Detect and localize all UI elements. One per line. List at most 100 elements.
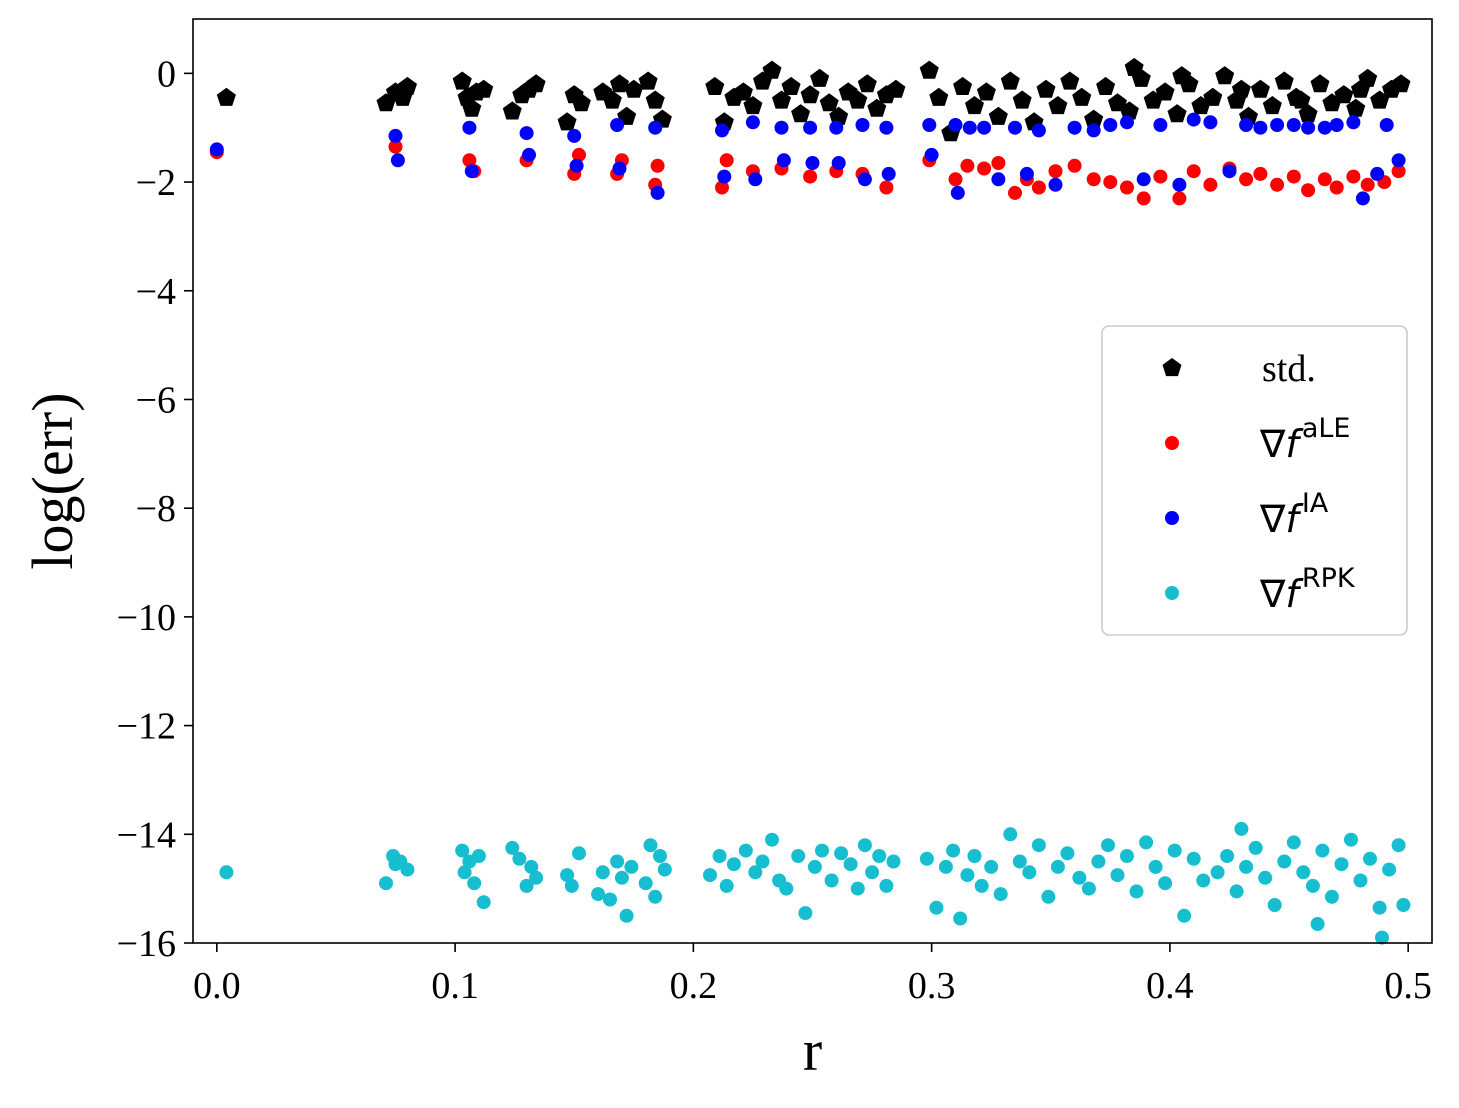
data-point: [857, 74, 877, 93]
legend-label: std.: [1262, 348, 1316, 390]
data-point: [1031, 123, 1046, 138]
data-point: [1103, 175, 1118, 190]
data-point: [1186, 112, 1201, 127]
data-point: [1167, 843, 1182, 858]
data-point: [476, 895, 491, 910]
data-point: [807, 859, 822, 874]
data-point: [1000, 71, 1020, 90]
legend-box: [1101, 325, 1408, 636]
data-point: [560, 868, 575, 883]
data-point: [1305, 878, 1320, 893]
data-point: [791, 849, 806, 863]
data-point: [519, 878, 534, 893]
data-point: [1081, 881, 1096, 896]
data-point: [1172, 191, 1187, 206]
y-tick-label: −16: [117, 923, 176, 965]
data-point: [216, 87, 236, 106]
data-point: [743, 96, 763, 115]
data-point: [831, 156, 846, 170]
data-point: [857, 172, 872, 187]
data-point: [779, 881, 794, 896]
data-point: [1177, 908, 1192, 923]
data-point: [572, 846, 586, 861]
data-point: [612, 161, 627, 176]
data-point: [1291, 90, 1311, 109]
data-point: [960, 868, 975, 883]
legend-marker: [1165, 511, 1179, 525]
data-point: [1050, 859, 1065, 874]
data-point: [950, 185, 965, 200]
data-point: [965, 96, 984, 115]
data-point: [474, 79, 494, 98]
data-point: [748, 172, 763, 187]
data-point: [1129, 884, 1144, 899]
data-point: [1060, 71, 1080, 90]
data-point: [991, 156, 1006, 170]
data-point: [1391, 74, 1411, 93]
data-point: [1229, 884, 1244, 899]
x-tick-label: 0.1: [431, 965, 479, 1007]
data-point: [929, 87, 949, 106]
y-tick-label: −2: [136, 162, 176, 204]
data-point: [1019, 166, 1034, 181]
data-point: [1301, 183, 1316, 198]
data-point: [948, 172, 963, 187]
data-point: [776, 153, 791, 168]
legend-entry: ∇f RPK: [1165, 563, 1356, 616]
data-point: [388, 128, 403, 143]
data-point: [1158, 876, 1173, 891]
data-point: [1222, 164, 1237, 179]
data-point: [1086, 123, 1101, 138]
data-point: [1139, 835, 1154, 850]
legend-entry: ∇f aLE: [1165, 413, 1350, 466]
data-point: [1317, 120, 1332, 135]
data-point: [855, 118, 870, 132]
data-point: [719, 153, 734, 168]
data-point: [388, 139, 403, 154]
data-point: [1031, 180, 1046, 195]
data-point: [834, 846, 849, 861]
data-point: [719, 878, 734, 893]
data-point: [1120, 180, 1134, 195]
data-point: [1239, 118, 1254, 132]
data-point: [991, 172, 1006, 187]
legend-entry: std.: [1162, 348, 1316, 390]
data-point: [1215, 66, 1235, 85]
data-point: [1103, 118, 1118, 132]
x-axis: 0.0 0.1 0.2 0.3 0.4 0.5: [193, 943, 1432, 1007]
data-point: [974, 878, 989, 893]
data-point: [1110, 868, 1125, 883]
data-point: [1012, 854, 1027, 869]
data-point: [1310, 917, 1325, 931]
data-point: [1022, 865, 1037, 880]
data-point: [1370, 90, 1390, 109]
data-point: [1153, 118, 1168, 132]
data-point: [524, 859, 539, 874]
data-point: [390, 153, 405, 168]
y-axis-title: log(err): [20, 392, 85, 569]
data-point: [452, 71, 472, 90]
data-point: [962, 120, 977, 135]
data-point: [529, 870, 544, 885]
x-axis-title: r: [803, 1018, 822, 1083]
y-tick-label: −14: [117, 814, 176, 856]
data-point: [717, 169, 732, 184]
data-point: [379, 876, 393, 891]
y-tick-label: −4: [136, 271, 176, 313]
data-point: [829, 106, 849, 125]
data-point: [505, 840, 520, 855]
data-point: [1301, 120, 1316, 135]
legend-label: ∇f RPK: [1259, 563, 1356, 616]
data-point: [1329, 180, 1344, 195]
data-point: [1084, 109, 1104, 128]
y-tick-label: −10: [117, 597, 176, 639]
data-point: [879, 878, 894, 893]
data-point: [774, 120, 789, 135]
data-point: [1091, 854, 1106, 869]
data-point: [1250, 79, 1270, 98]
plot-frame: [192, 18, 1433, 944]
data-point: [1239, 859, 1254, 874]
data-point: [400, 862, 415, 877]
data-point: [591, 887, 606, 902]
